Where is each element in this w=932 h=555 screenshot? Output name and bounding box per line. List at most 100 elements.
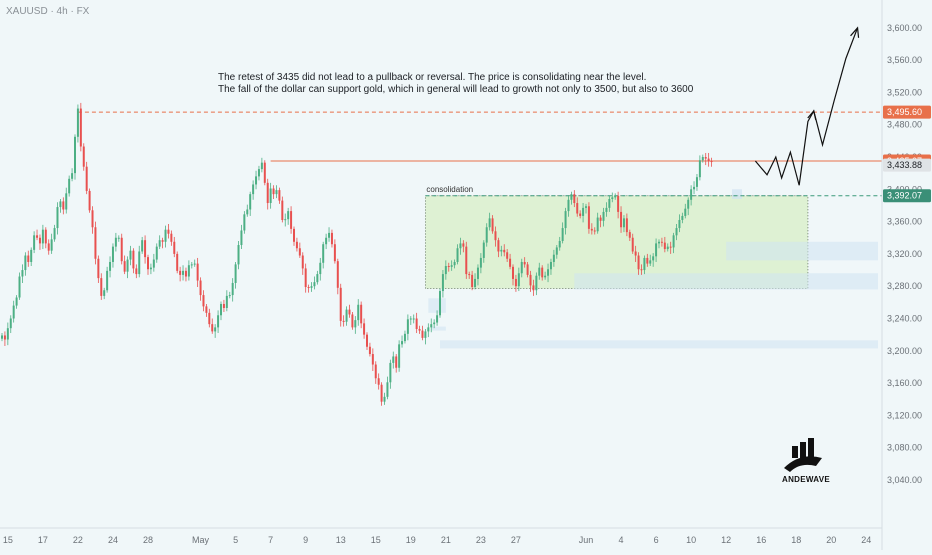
candle-body (398, 344, 401, 368)
candle-body (62, 201, 65, 210)
candle-body (237, 245, 240, 265)
candle-body (132, 250, 135, 269)
candle-body (120, 237, 123, 262)
x-tick-label: 6 (654, 535, 659, 545)
candle-body (333, 244, 336, 262)
candle-body (544, 275, 547, 278)
candle-body (368, 346, 371, 355)
candle-body (596, 217, 599, 232)
candle-body (59, 201, 62, 208)
candle-body (293, 228, 295, 242)
candles (1, 102, 713, 406)
candle-body (547, 269, 550, 276)
candle-body (593, 230, 596, 232)
candle-body (187, 265, 190, 277)
time-axis[interactable]: 15 17 22 24 28 May 5 7 9 13 15 19 21 23 27 Jun 4 6 10 12 16 1… (3, 535, 871, 545)
candle-body (295, 241, 298, 249)
candle-body (386, 382, 389, 397)
candle-body (687, 199, 690, 209)
analysis-annotation: The retest of 3435 did not lead to a pul… (218, 72, 693, 96)
candle-body (681, 215, 684, 220)
x-tick-label: 15 (3, 535, 13, 545)
candle-body (184, 270, 187, 277)
candle-body (631, 237, 634, 252)
candle-body (269, 188, 272, 204)
candle-body (9, 318, 12, 329)
candle-body (678, 219, 681, 229)
candle-body (3, 335, 6, 340)
price-axis[interactable]: 3,040.00 3,080.00 3,120.00 3,160.00 3,200.00… (887, 23, 922, 485)
y-tick-label: 3,600.00 (887, 23, 922, 33)
candle-body (27, 255, 30, 262)
x-tick-label: 24 (108, 535, 118, 545)
candle-body (50, 239, 53, 251)
candle-body (202, 295, 205, 307)
candle-body (456, 248, 459, 262)
candle-body (44, 229, 47, 244)
candle-body (637, 255, 640, 270)
candle-body (91, 210, 94, 228)
candle-body (30, 249, 33, 262)
candle-body (555, 247, 558, 255)
annotation-line-2: The fall of the dollar can support gold,… (218, 84, 694, 95)
candle-body (144, 240, 147, 258)
candle-body (240, 230, 243, 246)
candle-body (298, 248, 301, 256)
x-tick-label: 16 (756, 535, 766, 545)
candle-body (325, 237, 328, 245)
candle-body (611, 197, 614, 199)
candle-body (363, 323, 366, 335)
demand-zone (732, 189, 742, 199)
candle-body (377, 378, 380, 385)
candle-body (278, 190, 281, 201)
price-tag-current-bg (883, 158, 931, 172)
candle-body (339, 287, 342, 321)
candle-body (287, 211, 290, 220)
candle-body (88, 190, 91, 211)
candle-body (255, 176, 258, 185)
candle-body (214, 327, 217, 332)
candle-body (462, 243, 465, 247)
candle-body (465, 246, 468, 275)
candle-body (704, 157, 707, 159)
candle-body (193, 263, 196, 265)
candle-body (1, 335, 3, 339)
candle-body (582, 207, 585, 216)
candle-body (564, 211, 567, 229)
candle-body (652, 256, 655, 261)
x-tick-label: 20 (826, 535, 836, 545)
candle-body (152, 259, 155, 268)
price-tag-3392-bg (883, 189, 931, 203)
annotation-line-1: The retest of 3435 did not lead to a pul… (218, 72, 647, 83)
demand-zone (726, 241, 878, 261)
candle-body (310, 286, 313, 288)
candle-body (351, 314, 354, 328)
candle-body (360, 304, 363, 324)
candle-body (301, 255, 304, 269)
candle-body (380, 384, 383, 402)
candle-body (220, 303, 222, 316)
demand-zone (428, 298, 446, 313)
price-tags: 3,495.603,435.073,433.883,392.07 (883, 105, 931, 203)
candle-body (646, 257, 649, 264)
x-tick-label: 7 (268, 535, 273, 545)
candle-body (371, 354, 374, 365)
candle-body (82, 146, 85, 167)
y-tick-label: 3,040.00 (887, 475, 922, 485)
candle-body (450, 265, 453, 267)
candle-body (211, 324, 214, 332)
candle-body (47, 243, 50, 251)
candle-body (520, 261, 523, 274)
x-tick-label: 21 (441, 535, 451, 545)
candle-body (284, 219, 287, 221)
candle-body (21, 270, 24, 277)
candle-body (453, 261, 456, 266)
candle-body (74, 136, 76, 174)
candle-body (155, 246, 158, 260)
candle-body (509, 258, 512, 267)
forecast-arrow-head (850, 26, 860, 38)
candle-body (109, 261, 112, 271)
support-zones (428, 189, 878, 349)
candle-body (126, 259, 129, 272)
